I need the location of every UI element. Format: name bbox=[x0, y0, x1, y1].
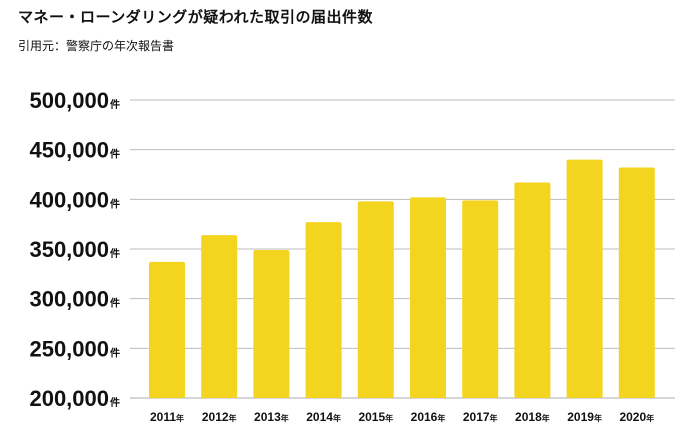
x-tick-unit: 年 bbox=[490, 413, 498, 423]
y-tick-label: 450,000件 bbox=[29, 138, 120, 163]
x-tick-year: 2011 bbox=[150, 410, 176, 424]
x-tick-label: 2017年 bbox=[463, 410, 498, 424]
y-tick-label: 350,000件 bbox=[29, 237, 120, 262]
x-tick-unit: 年 bbox=[437, 413, 445, 423]
y-tick-value: 250,000 bbox=[29, 336, 109, 361]
x-tick-year: 2015 bbox=[358, 410, 385, 424]
x-tick-label: 2018年 bbox=[515, 410, 550, 424]
y-tick-unit: 件 bbox=[110, 148, 120, 161]
bar bbox=[618, 167, 655, 398]
bar bbox=[305, 222, 342, 398]
bar bbox=[357, 201, 394, 398]
x-tick-year: 2014 bbox=[306, 410, 333, 424]
x-tick-unit: 年 bbox=[542, 413, 550, 423]
bar bbox=[410, 197, 446, 398]
y-tick-value: 350,000 bbox=[29, 237, 109, 262]
bar bbox=[566, 159, 603, 398]
x-tick-year: 2016 bbox=[411, 410, 438, 424]
x-tick-unit: 年 bbox=[281, 413, 289, 423]
y-tick-unit: 件 bbox=[110, 197, 120, 210]
x-tick-year: 2018 bbox=[515, 410, 542, 424]
y-tick-unit: 件 bbox=[110, 297, 120, 310]
y-tick-label: 300,000件 bbox=[29, 287, 120, 312]
y-tick-value: 200,000 bbox=[29, 386, 109, 411]
y-tick-label: 400,000件 bbox=[29, 187, 120, 212]
y-tick-value: 400,000 bbox=[29, 187, 109, 212]
x-tick-year: 2017 bbox=[463, 410, 490, 424]
x-tick-label: 2020年 bbox=[619, 410, 654, 424]
x-tick-label: 2015年 bbox=[358, 410, 393, 424]
bar bbox=[149, 261, 185, 398]
x-tick-year: 2012 bbox=[202, 410, 229, 424]
y-tick-label: 250,000件 bbox=[29, 336, 120, 361]
x-tick-year: 2013 bbox=[254, 410, 281, 424]
y-tick-unit: 件 bbox=[110, 396, 120, 409]
chart-title: マネー・ローンダリングが疑われた取引の届出件数 bbox=[18, 8, 374, 26]
y-tick-value: 500,000 bbox=[29, 88, 109, 113]
x-tick-unit: 年 bbox=[594, 413, 602, 423]
x-tick-label: 2011年 bbox=[150, 410, 184, 424]
x-tick-label: 2016年 bbox=[411, 410, 446, 424]
y-tick-value: 300,000 bbox=[29, 287, 109, 312]
bar bbox=[253, 249, 290, 398]
chart-source: 引用元：警察庁の年次報告書 bbox=[18, 39, 175, 53]
x-tick-label: 2019年 bbox=[567, 410, 602, 424]
bar bbox=[462, 200, 499, 398]
x-tick-label: 2014年 bbox=[306, 410, 341, 424]
bar bbox=[514, 182, 551, 398]
bar bbox=[201, 235, 238, 398]
y-tick-value: 450,000 bbox=[29, 138, 109, 163]
x-tick-unit: 年 bbox=[176, 413, 184, 423]
x-tick-year: 2020 bbox=[619, 410, 646, 424]
x-tick-year: 2019 bbox=[567, 410, 594, 424]
x-tick-unit: 年 bbox=[646, 413, 654, 423]
y-tick-unit: 件 bbox=[110, 98, 120, 111]
y-tick-unit: 件 bbox=[110, 346, 120, 359]
x-tick-unit: 年 bbox=[229, 413, 237, 423]
y-tick-label: 500,000件 bbox=[29, 88, 120, 113]
y-tick-unit: 件 bbox=[110, 247, 120, 260]
x-tick-label: 2013年 bbox=[254, 410, 289, 424]
x-tick-unit: 年 bbox=[333, 413, 341, 423]
y-tick-label: 200,000件 bbox=[29, 386, 120, 411]
x-tick-unit: 年 bbox=[385, 413, 393, 423]
x-tick-label: 2012年 bbox=[202, 410, 237, 424]
